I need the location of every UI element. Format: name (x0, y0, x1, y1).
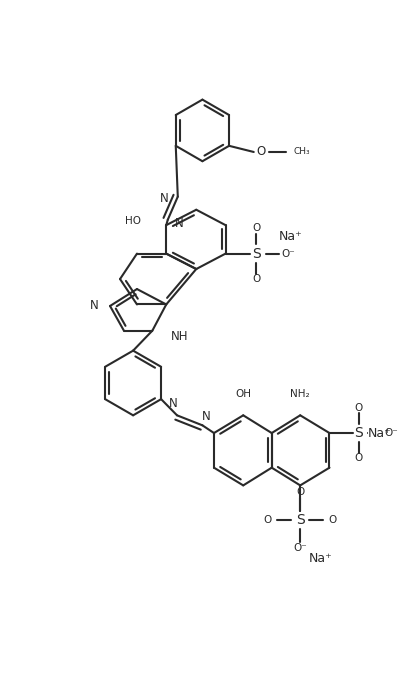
Text: O: O (354, 402, 362, 413)
Text: N: N (175, 217, 183, 230)
Text: NH₂: NH₂ (290, 389, 309, 399)
Text: Na⁺: Na⁺ (279, 230, 302, 243)
Text: NH: NH (171, 330, 189, 343)
Text: N: N (169, 398, 177, 410)
Text: S: S (295, 513, 304, 527)
Text: OH: OH (235, 389, 251, 399)
Text: Na⁺: Na⁺ (367, 427, 391, 440)
Text: CH₃: CH₃ (293, 147, 310, 156)
Text: O⁻: O⁻ (292, 543, 306, 553)
Text: O: O (252, 274, 260, 284)
Text: N: N (201, 409, 210, 422)
Text: O: O (256, 145, 265, 158)
Text: O⁻: O⁻ (383, 428, 397, 438)
Text: S: S (252, 247, 260, 260)
Text: O⁻: O⁻ (281, 249, 295, 258)
Text: Na⁺: Na⁺ (308, 552, 331, 565)
Text: N: N (90, 300, 99, 313)
Text: O: O (328, 515, 336, 525)
Text: N: N (159, 192, 168, 205)
Text: O: O (252, 223, 260, 233)
Text: O: O (263, 515, 271, 525)
Text: O: O (354, 453, 362, 464)
Text: HO: HO (124, 216, 140, 226)
Text: S: S (353, 426, 362, 440)
Text: O: O (295, 487, 303, 497)
